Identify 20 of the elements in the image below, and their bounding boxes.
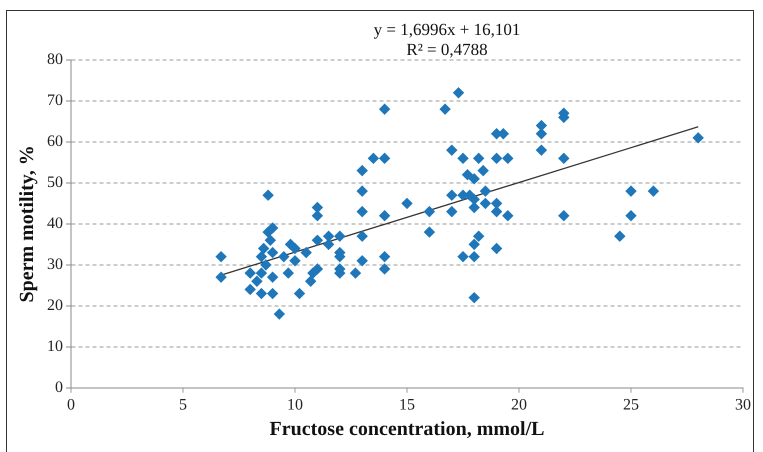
x-tick-label: 10: [287, 396, 303, 414]
x-tick-label: 0: [67, 396, 75, 414]
text: y = 1,6996x + 16,101: [374, 20, 520, 39]
x-tick-label: 30: [735, 396, 751, 414]
y-tick-label: 0: [55, 379, 63, 396]
x-axis-title: Fructose concentration, mmol/L: [270, 418, 544, 440]
y-tick-label: 80: [47, 51, 63, 68]
y-tick-label: 30: [47, 256, 63, 274]
x-tick-label: 15: [399, 396, 415, 414]
y-tick-label: 10: [47, 338, 63, 356]
y-tick-label: 50: [47, 174, 63, 192]
text: R² = 0,4788: [406, 40, 488, 59]
y-axis-title: Sperm motility, %: [16, 145, 38, 303]
x-tick-label: 25: [623, 396, 639, 414]
y-tick-label: 20: [47, 297, 63, 314]
x-tick-label: 5: [179, 396, 187, 414]
y-tick-label: 60: [47, 133, 63, 150]
y-tick-label: 40: [47, 215, 63, 232]
x-tick-label: 20: [511, 396, 527, 414]
y-tick-label: 70: [47, 92, 63, 110]
